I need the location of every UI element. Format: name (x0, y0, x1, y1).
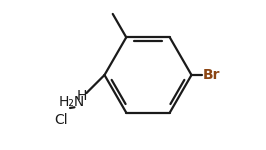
Text: H₂N: H₂N (59, 94, 85, 109)
Text: Cl: Cl (54, 113, 68, 127)
Text: Br: Br (203, 68, 220, 82)
Text: H: H (77, 89, 87, 103)
